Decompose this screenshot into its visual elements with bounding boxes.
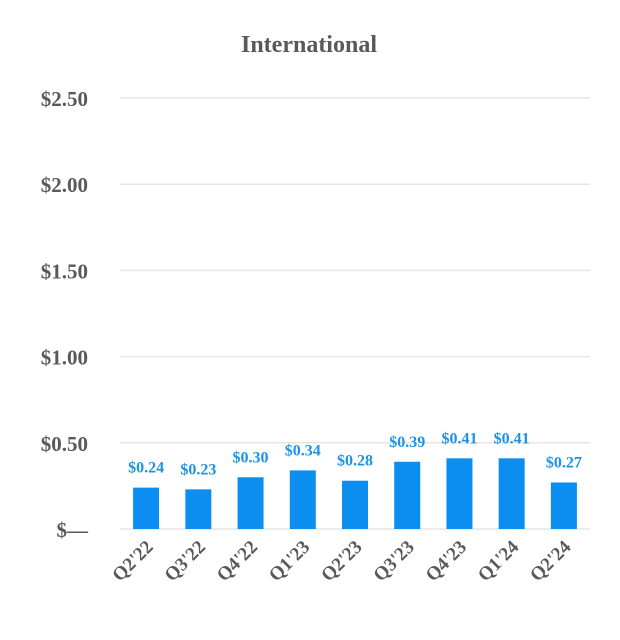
y-tick-label: $0.50 <box>41 432 88 456</box>
x-tick-label: Q1'23 <box>265 537 314 586</box>
y-tick-label: $1.00 <box>41 346 88 370</box>
bar <box>446 458 473 529</box>
bar <box>342 480 368 529</box>
y-tick-label: $2.00 <box>41 173 88 197</box>
data-label: $0.41 <box>441 430 477 447</box>
bars <box>133 458 577 529</box>
data-label: $0.24 <box>128 460 164 477</box>
y-tick-label: $2.50 <box>41 87 88 111</box>
x-tick-label: Q2'24 <box>526 536 576 586</box>
x-tick-label: Q1'24 <box>474 536 524 586</box>
data-label: $0.27 <box>546 454 582 471</box>
x-tick-label: Q4'22 <box>213 537 262 586</box>
data-label: $0.28 <box>337 453 373 470</box>
bar <box>289 470 316 529</box>
bar <box>394 461 421 529</box>
bar <box>237 477 264 529</box>
data-label: $0.23 <box>180 461 216 478</box>
y-axis-ticks: $— $0.50 $1.00 $1.50 $2.00 $2.50 <box>41 87 89 542</box>
x-tick-label: Q3'23 <box>370 537 419 586</box>
data-label: $0.34 <box>285 442 321 459</box>
data-label: $0.41 <box>494 430 530 447</box>
bar <box>550 482 577 529</box>
data-label: $0.30 <box>233 449 269 466</box>
y-tick-label: $— <box>57 518 90 542</box>
data-labels: $0.24 $0.23 $0.30 $0.34 $0.28 $0.39 $0.41 $0.41… <box>128 430 582 478</box>
x-tick-label: Q2'23 <box>317 537 366 586</box>
data-label: $0.39 <box>389 434 425 451</box>
chart-title: International <box>241 32 377 58</box>
x-tick-label: Q4'23 <box>422 537 471 586</box>
x-axis-ticks: Q2'22 Q3'22 Q4'22 Q1'23 Q2'23 Q3'23 Q4'23 Q1'24… <box>108 536 575 586</box>
x-tick-label: Q2'22 <box>108 537 157 586</box>
x-tick-label: Q3'22 <box>161 537 210 586</box>
bar <box>185 489 212 529</box>
y-tick-label: $1.50 <box>41 259 88 283</box>
bar <box>498 458 525 529</box>
bar <box>133 487 160 529</box>
